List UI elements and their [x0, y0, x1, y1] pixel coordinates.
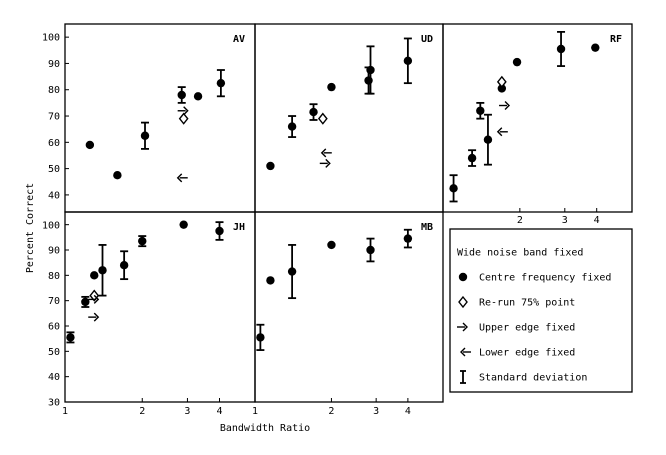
- centre-point-jh: [179, 220, 188, 229]
- lower-point-rf: [496, 127, 503, 137]
- x-tick-label: 1: [62, 406, 68, 417]
- centre-point-ud: [403, 56, 413, 66]
- y-tick-label-top: 70: [48, 112, 60, 123]
- centre-point-jh: [90, 271, 99, 280]
- panel-frame-mb: [254, 211, 444, 403]
- upper-point-ud: [325, 158, 331, 168]
- legend-lower-marker: [460, 347, 466, 357]
- y-tick-label-bottom: 100: [42, 221, 60, 232]
- centre-point-av: [140, 131, 150, 140]
- centre-point-mb: [366, 245, 375, 255]
- panel-frame-rf: [442, 23, 633, 213]
- x-tick-label-rf: 4: [594, 215, 600, 226]
- rerun-point-ud: [317, 112, 328, 125]
- panel-label-ud: UD: [421, 34, 433, 45]
- centre-point-rf: [476, 106, 485, 115]
- centre-point-rf: [483, 135, 493, 144]
- panel-frame-ud: [254, 23, 444, 213]
- centre-point-av: [177, 90, 186, 100]
- centre-point-rf: [512, 57, 522, 67]
- centre-point-av: [216, 78, 226, 88]
- x-tick-label: 3: [373, 406, 379, 417]
- centre-point-rf: [467, 153, 477, 163]
- centre-point-rf: [591, 43, 600, 52]
- legend-label-upper: Upper edge fixed: [479, 323, 575, 334]
- legend-rerun-marker: [458, 295, 468, 309]
- centre-point-ud: [366, 65, 375, 75]
- centre-point-mb: [266, 276, 275, 285]
- y-tick-label-bottom: 90: [48, 246, 60, 257]
- panel-label-av: AV: [233, 34, 245, 45]
- legend-centre-marker: [458, 272, 468, 282]
- centre-point-jh: [119, 261, 129, 270]
- upper-point-av: [183, 106, 189, 116]
- legend-label-sd: Standard deviation: [479, 373, 587, 384]
- lower-point-ud: [320, 148, 327, 158]
- centre-point-ud: [309, 107, 318, 117]
- panel-frame-jh: [64, 211, 256, 403]
- y-tick-label-top: 100: [42, 33, 60, 44]
- centre-point-rf: [556, 44, 566, 54]
- centre-point-rf: [449, 184, 458, 193]
- y-tick-label-top: 80: [48, 85, 60, 96]
- upper-point-jh: [93, 312, 100, 322]
- y-tick-label-bottom: 70: [48, 296, 60, 307]
- legend-upper-marker: [462, 322, 468, 332]
- x-axis-title: Bandwidth Ratio: [220, 423, 310, 434]
- centre-point-ud: [364, 76, 373, 85]
- legend-title: Wide noise band fixed: [457, 248, 583, 259]
- centre-point-mb: [287, 267, 297, 276]
- x-tick-label: 1: [252, 406, 258, 417]
- x-tick-label: 4: [216, 406, 222, 417]
- y-tick-label-top: 50: [48, 164, 60, 175]
- upper-point-rf: [504, 101, 511, 111]
- rerun-point-av: [178, 112, 189, 125]
- centre-point-ud: [287, 122, 297, 131]
- centre-point-mb: [403, 234, 413, 243]
- y-tick-label-top: 60: [48, 138, 60, 149]
- lower-point-av: [176, 173, 183, 183]
- y-tick-label-bottom: 30: [48, 398, 60, 409]
- y-tick-label-top: 90: [48, 59, 60, 70]
- x-tick-label-rf: 3: [562, 215, 568, 226]
- x-tick-label: 3: [184, 406, 190, 417]
- x-tick-label: 4: [405, 406, 411, 417]
- centre-point-ud: [327, 82, 336, 92]
- centre-point-jh: [215, 226, 224, 236]
- y-axis-title: Percent Correct: [25, 183, 36, 273]
- panel-label-mb: MB: [421, 222, 433, 233]
- rerun-point-rf: [496, 75, 507, 88]
- y-tick-label-bottom: 60: [48, 322, 60, 333]
- legend-label-centre: Centre frequency fixed: [479, 273, 611, 284]
- centre-point-ud: [266, 161, 275, 171]
- panel-frame-av: [64, 23, 256, 213]
- legend-box: [449, 228, 633, 393]
- centre-point-jh: [66, 333, 75, 342]
- y-tick-label-bottom: 80: [48, 271, 60, 282]
- centre-point-rf: [497, 84, 507, 93]
- centre-point-av: [193, 92, 203, 101]
- x-tick-label: 2: [139, 406, 145, 417]
- y-tick-label-bottom: 40: [48, 372, 60, 383]
- x-tick-label-rf: 2: [517, 215, 523, 226]
- y-tick-label-bottom: 50: [48, 347, 60, 358]
- upper-point-jh: [93, 294, 100, 304]
- legend-label-rerun: Re-run 75% point: [479, 298, 575, 309]
- centre-point-av: [113, 170, 122, 180]
- centre-point-jh: [81, 297, 90, 307]
- centre-point-jh: [98, 266, 107, 275]
- centre-point-mb: [256, 333, 265, 342]
- panel-label-rf: RF: [610, 34, 622, 45]
- y-tick-label-top: 40: [48, 190, 60, 201]
- centre-point-av: [85, 140, 95, 150]
- legend-label-lower: Lower edge fixed: [479, 348, 575, 359]
- centre-point-mb: [327, 240, 336, 250]
- x-tick-label: 2: [328, 406, 334, 417]
- panel-label-jh: JH: [233, 222, 245, 233]
- centre-point-jh: [138, 236, 147, 246]
